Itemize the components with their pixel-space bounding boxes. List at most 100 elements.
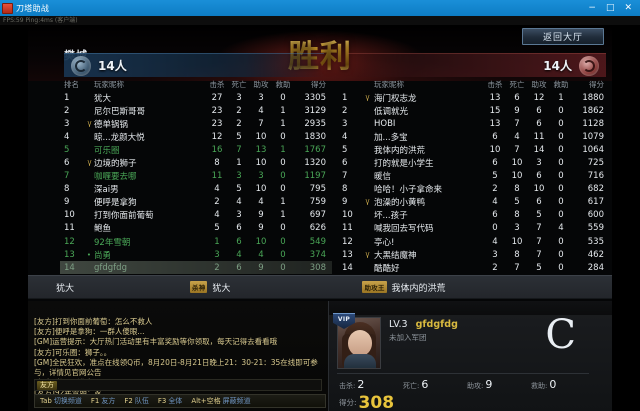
profile-stats: 击杀: 2 死亡: 6 助攻: 9 救助: 0 (339, 378, 601, 391)
row-assists: 7 (536, 223, 542, 234)
row-kills: 23 (211, 105, 223, 116)
row-kills: 2 (492, 184, 498, 195)
row-kills: 10 (489, 144, 501, 155)
table-row[interactable]: 12 92年雪朝 1 6 10 0 549 (60, 235, 332, 248)
row-kills: 0 (492, 223, 498, 234)
table-row[interactable]: 9 \/ 泡澡的小黄鸭 4 5 6 0 617 (338, 196, 610, 209)
table-row[interactable]: 14 gfdgfdg 2 6 9 0 308 (60, 261, 332, 275)
table-row[interactable]: 5 可乐圈 16 7 13 1 1767 (60, 143, 332, 156)
table-row[interactable]: 4 晾...龙颜大悦 12 5 10 0 1830 (60, 130, 332, 143)
row-rescues: 0 (558, 236, 564, 247)
table-row[interactable]: 4 加...多宝 6 4 11 0 1079 (338, 130, 610, 143)
row-rank: 13 (342, 249, 353, 260)
row-rank: 3 (64, 118, 70, 129)
header-assists: 助攻 (253, 79, 269, 89)
table-row[interactable]: 12 亭心! 4 10 7 0 535 (338, 235, 610, 248)
chat-input[interactable]: 友方 (34, 379, 322, 391)
row-rescues: 1 (280, 210, 286, 221)
table-row[interactable]: 13 \/ 大黑结魔神 3 8 7 0 462 (338, 248, 610, 261)
row-nickname: 92年雪朝 (94, 237, 131, 248)
return-to-lobby-button[interactable]: 返回大厅 (522, 28, 604, 45)
chat-message: 与，详情见官网公告 (34, 368, 102, 378)
table-row[interactable]: 8 深ai男 4 5 10 0 795 (60, 183, 332, 196)
shortcut-label: 全体 (168, 397, 183, 405)
avatar-face (348, 330, 372, 356)
row-deaths: 4 (514, 131, 520, 142)
table-row[interactable]: 1 \/ 海门权志龙 13 6 12 1 1880 (338, 91, 610, 104)
row-rescues: 0 (558, 249, 564, 260)
row-rank: 8 (64, 184, 70, 195)
row-deaths: 2 (236, 118, 242, 129)
table-row[interactable]: 7 咖喱要去哪 11 3 3 0 1197 (60, 170, 332, 183)
table-row[interactable]: 1 犹大 27 3 3 0 3305 (60, 91, 332, 104)
profile-stat-label: 助攻: (467, 382, 484, 390)
row-rescues: 0 (280, 236, 286, 247)
mvp-assist-king: 助攻王 我体内的洪荒 (362, 281, 446, 294)
profile-stat-label: 击杀: (339, 382, 356, 390)
maximize-button[interactable]: □ (605, 3, 615, 13)
shortcut-label: 屏蔽频道 (222, 397, 251, 405)
chat-shortcut-友方[interactable]: F1 友方 (91, 396, 115, 406)
header-rescues: 救助 (275, 79, 291, 89)
row-rank: 9 (342, 197, 348, 208)
row-nickname: 可乐圈 (94, 145, 120, 156)
row-score: 1079 (582, 131, 604, 142)
row-nickname: HOBI (374, 118, 396, 129)
red-team-header: 14人 (348, 53, 606, 77)
avatar (337, 317, 381, 369)
row-score: 1830 (304, 131, 326, 142)
app-icon (2, 2, 13, 14)
row-nickname: 我体内的洪荒 (374, 145, 426, 156)
table-row[interactable]: 6 \/边境的狮子 8 1 10 0 1320 (60, 156, 332, 169)
row-rank: 5 (342, 144, 348, 155)
chat-message: [友方]便呼是拿狗：一群人傻眼... (34, 327, 145, 337)
table-row[interactable]: 3 \/德单锅锅 23 2 7 1 2935 (60, 117, 332, 130)
shortcut-key: F1 (90, 397, 100, 405)
row-rank: 2 (342, 105, 348, 116)
row-nickname: 德单锅锅 (94, 119, 129, 130)
chat-shortcut-屏蔽频道[interactable]: Alt+空格 屏蔽频道 (191, 396, 250, 406)
row-rank: 1 (342, 92, 348, 103)
row-nickname: 低调就光 (374, 106, 409, 117)
table-row[interactable]: 10 打到你面前葡萄 4 3 9 1 697 (60, 209, 332, 222)
scoreboard-screen: 胜利 返回大厅 樊城 14人 14人 排名 玩家昵称 击杀 死亡 (28, 25, 612, 411)
close-button[interactable]: ✕ (624, 3, 632, 13)
profile-rank-letter: C (545, 312, 576, 358)
row-assists: 6 (536, 171, 542, 182)
profile-stat-value: 9 (485, 378, 493, 391)
row-assists: 3 (258, 92, 264, 103)
row-score: 2935 (304, 118, 326, 129)
table-row[interactable]: 8 哈哈！小子拿命来 2 8 10 0 682 (338, 183, 610, 196)
table-row[interactable]: 11 鲍鱼 5 6 9 0 626 (60, 222, 332, 235)
chat-shortcut-全体[interactable]: F3 全体 (158, 396, 182, 406)
chat-shortcut-切换频道[interactable]: Tab 切换频道 (40, 396, 82, 406)
chat-shortcut-队伍[interactable]: F2 队伍 (124, 396, 148, 406)
row-nickname: 尚勇 (94, 250, 112, 261)
shortcut-label: 队伍 (134, 397, 149, 405)
chat-channel-chip[interactable]: 友方 (37, 381, 57, 390)
row-nickname: 晾...龙颜大悦 (94, 132, 145, 143)
minimize-button[interactable]: − (588, 3, 596, 13)
table-row[interactable]: 6 打的就是小学生 6 10 3 0 725 (338, 156, 610, 169)
row-score: 559 (587, 223, 604, 234)
row-deaths: 5 (236, 131, 242, 142)
table-row[interactable]: 10 坏...孩子 6 8 5 0 600 (338, 209, 610, 222)
table-row[interactable]: 2 低调就光 15 9 6 0 1862 (338, 104, 610, 117)
table-row[interactable]: 13 • 尚勇 3 4 4 0 374 (60, 248, 332, 261)
row-deaths: 6 (514, 92, 520, 103)
table-row[interactable]: 3 HOBI 13 7 6 0 1128 (338, 117, 610, 130)
table-row[interactable]: 7 暖信 5 10 6 0 716 (338, 170, 610, 183)
table-row[interactable]: 14 酷酷好 2 7 5 0 284 (338, 261, 610, 274)
table-row[interactable]: 9 便呼是拿狗 2 4 4 1 759 (60, 196, 332, 209)
table-row[interactable]: 11 喊我回去写代码 0 3 7 4 559 (338, 222, 610, 235)
row-kills: 13 (489, 118, 501, 129)
row-deaths: 7 (236, 144, 242, 155)
row-deaths: 10 (511, 236, 523, 247)
mvp-top-player: 犹大 (56, 281, 74, 294)
table-row[interactable]: 5 我体内的洪荒 10 7 14 0 1064 (338, 143, 610, 156)
row-kills: 4 (492, 197, 498, 208)
row-deaths: 6 (236, 262, 242, 273)
row-rank: 11 (64, 223, 75, 234)
table-row[interactable]: 2 尼尔巴斯哥哥 23 2 4 1 3129 (60, 104, 332, 117)
